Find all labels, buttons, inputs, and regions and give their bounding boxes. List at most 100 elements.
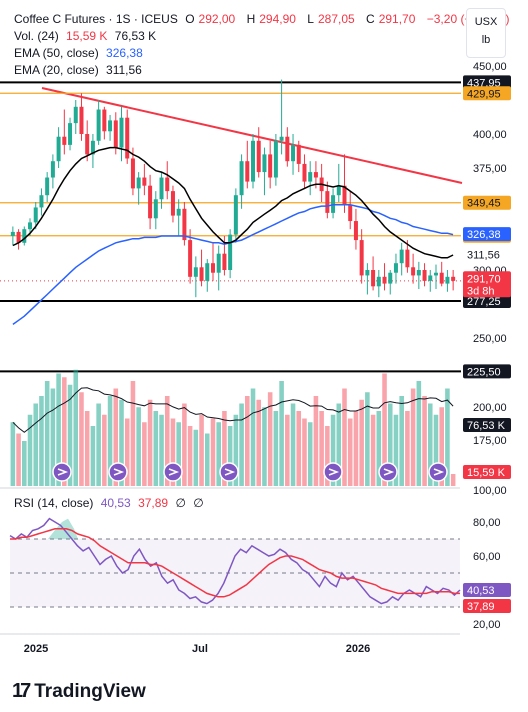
rsi-ma-badge-bg <box>463 599 511 613</box>
candle-body <box>90 140 95 155</box>
volume-bar <box>262 407 267 486</box>
volume-bar <box>136 407 141 486</box>
candle-body <box>451 276 456 281</box>
level-badge: 349,45 <box>467 198 501 210</box>
ema50-badge-bg <box>463 227 511 242</box>
volume-bar <box>422 396 427 486</box>
candle-body <box>268 154 273 178</box>
volume-label[interactable]: Vol. (24) <box>14 29 59 43</box>
candle-body <box>348 204 353 222</box>
rsi-ma-line <box>10 528 460 598</box>
tradingview-logo[interactable]: 17 TradingView <box>12 680 146 703</box>
volume-bar <box>187 426 193 486</box>
level-badge-bg <box>463 195 511 210</box>
volume-bar <box>347 418 353 486</box>
candle-body <box>325 191 330 213</box>
trendline-resistance <box>41 87 463 184</box>
volume-bar <box>427 403 433 486</box>
candle-body <box>422 270 427 281</box>
candle-body <box>416 270 421 276</box>
volume-bar <box>250 388 256 486</box>
volume-tick-label: 175,00 <box>473 435 507 447</box>
candle-body <box>176 208 181 216</box>
ema20-badge: 311,56 <box>467 249 500 261</box>
volume-bar <box>239 403 244 486</box>
volume-bar <box>393 414 399 486</box>
volume-bar <box>313 396 319 486</box>
candle-body <box>142 177 147 186</box>
volume-last-badge-bg <box>463 465 511 479</box>
tradingview-mark-icon: 17 <box>12 680 31 702</box>
candle-body <box>336 185 341 196</box>
candle-body <box>125 117 130 159</box>
event-arrow-icon <box>328 468 340 476</box>
candle-body <box>68 123 73 145</box>
candle-body <box>376 276 381 287</box>
volume-bar <box>27 414 33 486</box>
volume-bar <box>319 411 324 486</box>
volume-bar <box>113 388 119 486</box>
volume-bar <box>44 381 50 486</box>
volume-ma-line <box>12 387 454 433</box>
candle-body <box>119 117 124 148</box>
candle-body <box>428 275 433 281</box>
volume-bar <box>84 411 90 486</box>
level-badge: 277,25 <box>467 296 501 308</box>
price-tick-label: 250,00 <box>473 333 507 345</box>
volume-bar <box>376 411 382 486</box>
time-axis-label: Jul <box>192 643 208 655</box>
candle-body <box>62 136 67 145</box>
candle-body <box>291 144 296 162</box>
volume-bar <box>273 411 279 486</box>
candle-body <box>96 109 101 141</box>
ema20-label[interactable]: EMA (20, close) <box>14 63 99 77</box>
candle-body <box>102 109 107 132</box>
symbol-title[interactable]: Coffee C Futures · 1S · ICEUS <box>14 12 178 26</box>
volume-ma-badge: 76,53 K <box>467 420 506 432</box>
ema20-badge-bg <box>463 247 511 262</box>
candle-body <box>439 272 444 284</box>
candle-body <box>228 234 233 270</box>
candle-body <box>113 120 118 148</box>
candle-body <box>210 263 215 273</box>
rsi-ma-value: 37,89 <box>138 496 169 510</box>
volume-bar <box>399 396 404 486</box>
candle-body <box>388 272 393 284</box>
volume-bar <box>290 403 296 486</box>
ema50-value: 326,38 <box>106 46 143 60</box>
time-axis-label: 2026 <box>346 643 370 655</box>
volume-bar <box>33 403 39 486</box>
unit-selector[interactable]: USX lb <box>466 8 506 58</box>
volume-bar <box>102 414 107 486</box>
rsi-label[interactable]: RSI (14, close) <box>14 496 94 510</box>
candle-body <box>130 158 135 189</box>
header-line-ema50: EMA (50, close) 326,38 <box>14 45 147 61</box>
rsi-tick-label: 20,00 <box>473 619 501 631</box>
candle-body <box>256 140 261 173</box>
volume-tick-label: 200,00 <box>473 402 507 414</box>
volume-bar <box>450 474 456 486</box>
open-value: 292,00 <box>198 12 236 26</box>
candle-body <box>22 229 27 243</box>
candle-body <box>50 161 55 178</box>
last-price-badge: 291,70 <box>467 273 501 285</box>
volume-tick-label: 100,00 <box>473 485 507 497</box>
volume-bar <box>416 381 422 486</box>
candle-body <box>251 140 256 182</box>
volume-bar <box>342 388 347 486</box>
volume-bar <box>182 403 187 486</box>
candle-body <box>233 195 238 235</box>
ema50-line <box>12 203 454 326</box>
volume-bar <box>370 414 376 486</box>
volume-bar <box>330 414 336 486</box>
ema50-label[interactable]: EMA (50, close) <box>14 46 99 60</box>
candle-body <box>188 240 193 277</box>
volume-bar <box>199 414 204 486</box>
volume-bar <box>267 392 273 486</box>
event-arrow-icon <box>168 468 180 476</box>
volume-bar <box>79 392 84 486</box>
level-badge-bg <box>463 364 511 379</box>
candle-body <box>136 177 141 189</box>
candle-body <box>433 272 438 276</box>
